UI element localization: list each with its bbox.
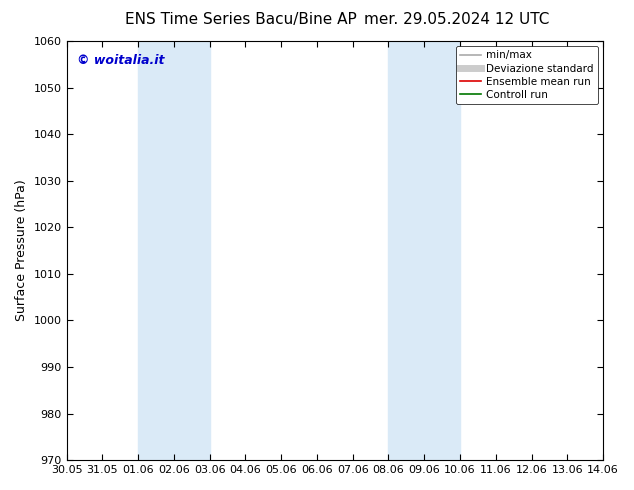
Legend: min/max, Deviazione standard, Ensemble mean run, Controll run: min/max, Deviazione standard, Ensemble m… [456,46,598,104]
Text: © woitalia.it: © woitalia.it [77,53,165,67]
Text: ENS Time Series Bacu/Bine AP: ENS Time Series Bacu/Bine AP [125,12,357,27]
Bar [138,41,210,460]
Bar [389,41,460,460]
Y-axis label: Surface Pressure (hPa): Surface Pressure (hPa) [15,180,28,321]
Text: mer. 29.05.2024 12 UTC: mer. 29.05.2024 12 UTC [364,12,549,27]
